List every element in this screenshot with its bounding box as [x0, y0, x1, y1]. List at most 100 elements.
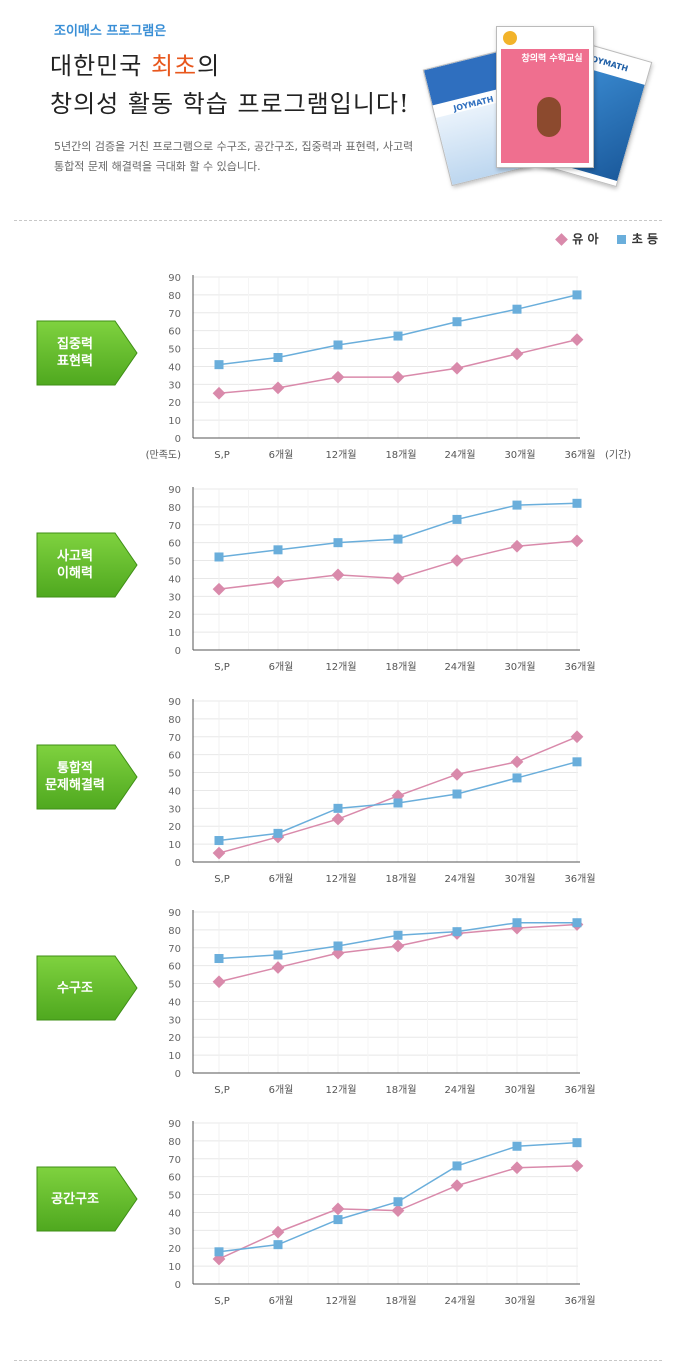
x-tick-label: 6개월	[269, 661, 294, 673]
line-chart: 0 10 20 30 40 50 60 70 80 90 S,P 6개월 12개월 18개월 24개월 30개…	[168, 485, 595, 673]
data-point-diamond	[271, 381, 285, 395]
header-subtitle: 조이매스 프로그램은	[54, 24, 167, 39]
data-point-square	[273, 353, 283, 362]
data-point-square	[214, 552, 224, 562]
data-point-diamond	[212, 386, 226, 400]
y-tick-label: 70	[168, 733, 181, 744]
y-tick-label: 0	[175, 858, 181, 869]
y-axis-unit-label: (만족도)	[146, 449, 182, 461]
y-tick-label: 0	[175, 1069, 181, 1080]
y-tick-label: 90	[168, 485, 181, 496]
grid	[193, 700, 578, 862]
x-tick-label: 30개월	[504, 873, 535, 885]
y-tick-label: 80	[168, 1137, 181, 1148]
y-tick-label: 80	[168, 715, 181, 726]
data-point-diamond	[570, 1159, 584, 1173]
data-point-square	[393, 1197, 403, 1207]
x-tick-label: 36개월	[564, 873, 595, 885]
data-point-diamond	[331, 1202, 345, 1216]
y-tick-label: 40	[168, 997, 181, 1008]
data-point-diamond	[391, 939, 405, 953]
book-cover-center-title: 창의력 수학교실	[521, 54, 583, 64]
data-point-square	[393, 798, 403, 808]
header-description-line1: 5년간의 검증을 거친 프로그램으로 수구조, 공간구조, 집중력과 표현력, …	[54, 140, 414, 153]
y-tick-label: 10	[168, 1051, 181, 1062]
title-post: 의	[197, 52, 221, 80]
data-point-square	[333, 803, 343, 813]
x-tick-label: 30개월	[504, 1295, 535, 1307]
y-tick-label: 40	[168, 574, 181, 585]
category-badge: 사고력 이해력	[35, 531, 138, 599]
data-point-square	[214, 836, 224, 846]
x-tick-label: 18개월	[385, 1084, 416, 1096]
x-tick-label: 6개월	[269, 1295, 294, 1307]
x-tick-label: 12개월	[325, 1084, 356, 1096]
y-tick-label: 70	[168, 309, 181, 320]
x-axis-unit-label: (기간)	[605, 449, 631, 461]
data-point-diamond	[212, 846, 226, 860]
y-tick-label: 40	[168, 362, 181, 373]
data-point-square	[273, 545, 283, 555]
category-badge: 통합적 문제해결력	[35, 743, 138, 811]
data-point-square	[512, 1141, 522, 1151]
x-tick-label: 24개월	[444, 1295, 475, 1307]
y-tick-label: 20	[168, 398, 181, 409]
badge-label: 사고력 이해력	[35, 531, 115, 599]
y-tick-label: 20	[168, 822, 181, 833]
series-line-elementary	[214, 757, 582, 846]
x-tick-label: 12개월	[325, 1295, 356, 1307]
series-line-elementary	[214, 918, 582, 964]
x-tick-label: 24개월	[444, 449, 475, 461]
y-tick-label: 80	[168, 503, 181, 514]
data-point-diamond	[212, 975, 226, 989]
x-tick-label: 6개월	[269, 873, 294, 885]
diamond-marker-icon	[555, 233, 569, 246]
data-point-square	[572, 498, 582, 508]
line-chart: 0 10 20 30 40 50 60 70 80 90 S,P 6개월 12개월 18개월 24개월 30개…	[168, 1119, 595, 1307]
data-point-diamond	[331, 370, 345, 384]
header-title-line1: 대한민국 최초의	[50, 46, 220, 81]
y-tick-label: 70	[168, 1155, 181, 1166]
x-tick-label: 18개월	[385, 449, 416, 461]
legend-label-series2: 초 등	[631, 232, 658, 246]
category-badge: 공간구조	[35, 1165, 138, 1233]
data-point-diamond	[450, 1179, 464, 1192]
category-badge: 집중력 표현력	[35, 319, 138, 387]
y-tick-label: 80	[168, 926, 181, 937]
series-line-elementary	[214, 290, 582, 370]
data-point-square	[333, 340, 343, 350]
data-point-square	[333, 538, 343, 548]
chart-section: 수구조 0 10 20 30 40 50 60 70 80 90 S,P 6개월 12개월 18개월 24개월…	[0, 897, 676, 1102]
y-tick-label: 10	[168, 1262, 181, 1273]
data-point-diamond	[391, 370, 405, 384]
x-tick-label: 18개월	[385, 661, 416, 673]
x-tick-label: S,P	[214, 1296, 230, 1307]
data-point-square	[452, 927, 462, 937]
y-tick-label: 70	[168, 521, 181, 532]
x-tick-label: S,P	[214, 1085, 230, 1096]
line-chart: 0 10 20 30 40 50 60 70 80 90 S,P 6개월 12개월 18개월 24개월 30개…	[168, 908, 595, 1096]
chart-section: 공간구조 0 10 20 30 40 50 60 70 80 90 S,P 6개월 12개월 18개월 24개…	[0, 1108, 676, 1313]
x-tick-label: 24개월	[444, 873, 475, 885]
badge-arrow-shape	[36, 955, 138, 1021]
data-point-square	[512, 773, 522, 783]
grid	[193, 276, 578, 438]
y-tick-label: 60	[168, 962, 181, 973]
y-tick-label: 40	[168, 1208, 181, 1219]
data-point-diamond	[570, 333, 584, 346]
x-tick-label: 24개월	[444, 1084, 475, 1096]
header-title-line2: 창의성 활동 학습 프로그램입니다!	[50, 90, 410, 118]
y-tick-label: 20	[168, 610, 181, 621]
x-tick-label: 36개월	[564, 661, 595, 673]
badge-label: 수구조	[35, 954, 115, 1022]
badge-label-line: 집중력	[57, 337, 93, 352]
y-tick-label: 50	[168, 557, 181, 568]
y-tick-label: 90	[168, 273, 181, 284]
data-point-square	[572, 757, 582, 767]
data-point-diamond	[391, 1204, 405, 1218]
data-point-diamond	[570, 730, 584, 744]
legend-item-series1: 유 아	[555, 230, 599, 247]
data-point-square	[572, 1138, 582, 1148]
y-tick-label: 10	[168, 416, 181, 427]
data-point-square	[452, 317, 462, 327]
